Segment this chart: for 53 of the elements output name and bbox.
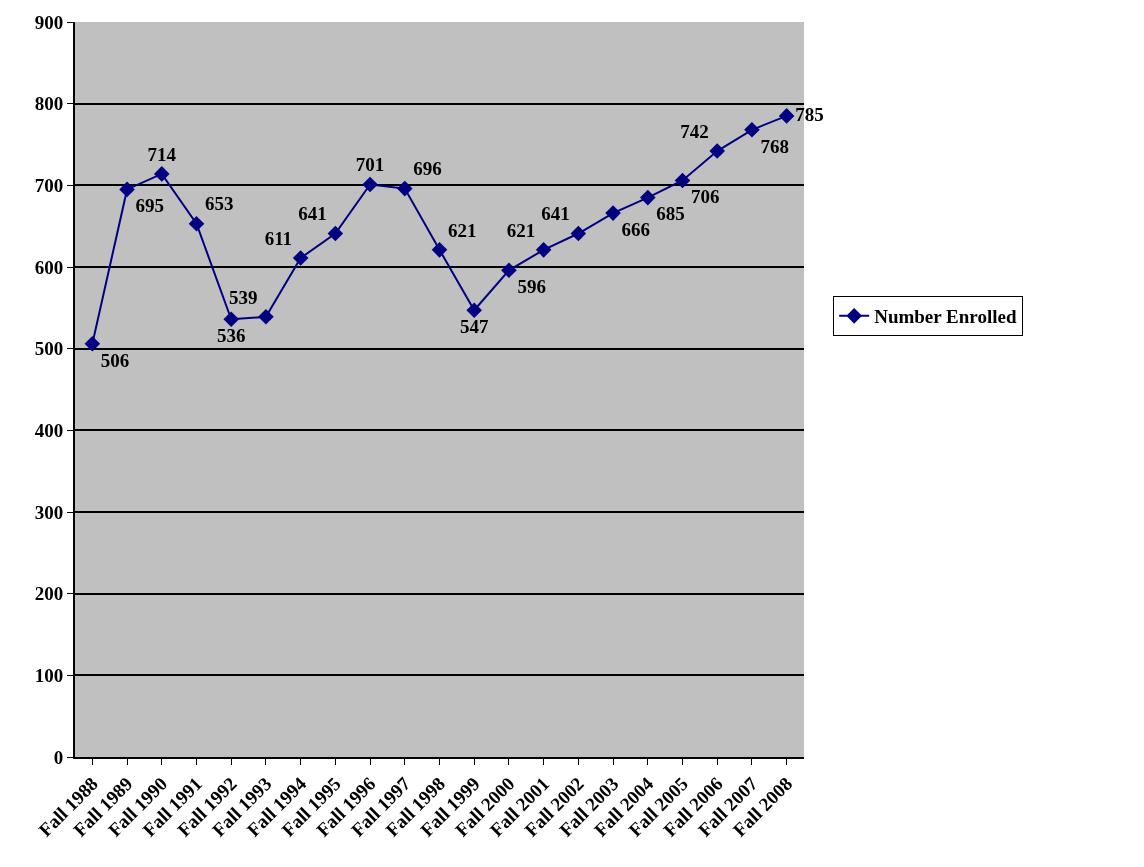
y-tick-label: 600 <box>34 256 64 278</box>
y-tick-label: 900 <box>34 11 64 33</box>
data-label: 653 <box>205 193 234 215</box>
data-label: 539 <box>228 286 258 308</box>
data-label: 596 <box>517 276 546 298</box>
point <box>396 180 413 197</box>
y-tick-label: 800 <box>34 93 64 115</box>
data-label: 785 <box>795 103 824 125</box>
point <box>188 215 205 232</box>
data-label: 696 <box>413 158 442 180</box>
data-label: 685 <box>656 203 685 225</box>
point <box>153 166 170 182</box>
data-label: 666 <box>621 218 651 240</box>
data-label: 536 <box>216 325 246 347</box>
y-tick-label: 400 <box>34 419 64 441</box>
data-label: 641 <box>541 203 570 225</box>
y-tick-label: 100 <box>34 664 64 686</box>
data-label: 611 <box>264 227 293 249</box>
point <box>466 302 483 319</box>
point <box>292 250 309 266</box>
data-label: 714 <box>147 143 177 165</box>
point <box>223 311 240 328</box>
y-tick-label: 700 <box>34 174 64 196</box>
point <box>744 122 760 138</box>
data-label: 547 <box>459 316 489 338</box>
data-label: 768 <box>760 135 789 157</box>
point <box>535 242 552 258</box>
point <box>258 309 274 325</box>
y-tick-label: 200 <box>34 583 64 605</box>
legend-label: Number Enrolled <box>874 306 1017 328</box>
data-label: 695 <box>135 195 165 217</box>
point <box>501 262 517 279</box>
point <box>674 172 691 189</box>
y-tick-label: 0 <box>53 746 64 768</box>
data-label: 742 <box>680 120 709 142</box>
data-label: 641 <box>298 203 327 225</box>
data-label: 701 <box>355 154 385 176</box>
data-label: 621 <box>506 219 536 241</box>
point <box>431 242 448 258</box>
point <box>327 225 344 242</box>
point <box>84 335 101 352</box>
y-tick-label: 500 <box>34 338 64 360</box>
data-label: 506 <box>100 349 130 371</box>
data-label: 621 <box>448 219 477 241</box>
point <box>119 181 135 198</box>
data-label: 706 <box>691 186 720 208</box>
point <box>362 176 378 193</box>
point <box>709 143 726 159</box>
point <box>570 225 587 242</box>
point <box>639 189 656 206</box>
point <box>605 205 621 221</box>
point <box>778 108 795 124</box>
y-tick-label: 300 <box>34 501 64 523</box>
